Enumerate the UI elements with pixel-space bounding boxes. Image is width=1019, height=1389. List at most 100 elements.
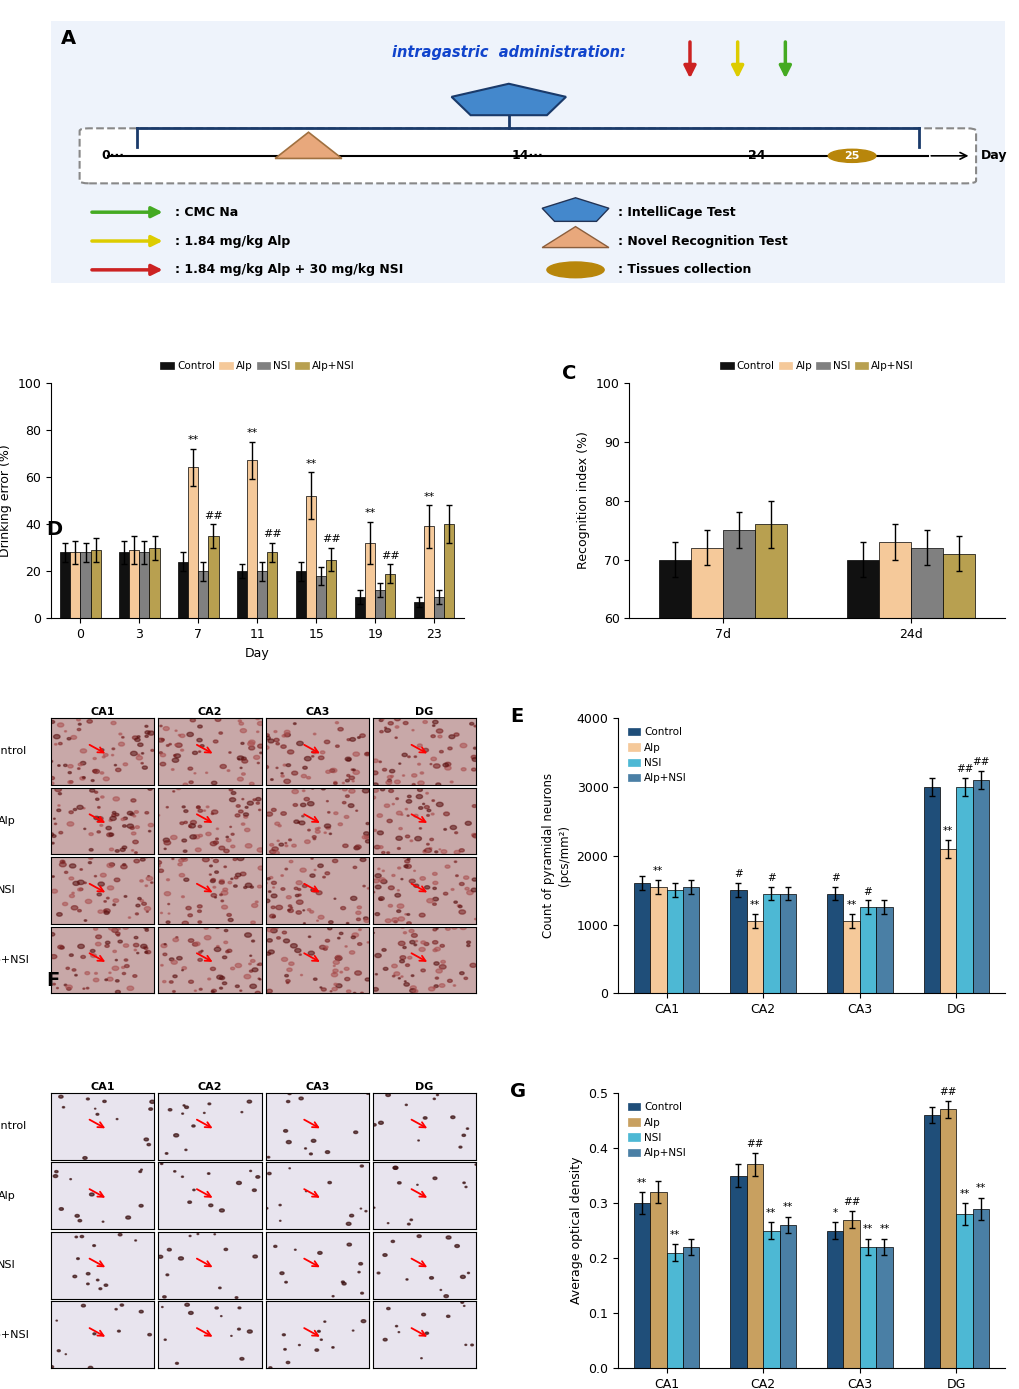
Circle shape	[115, 932, 120, 935]
Circle shape	[338, 786, 341, 789]
Text: : Tissues collection: : Tissues collection	[618, 264, 751, 276]
Circle shape	[69, 781, 72, 783]
Circle shape	[223, 942, 227, 943]
Circle shape	[182, 858, 187, 861]
Circle shape	[223, 849, 229, 853]
Bar	[762, 1231, 779, 1368]
Circle shape	[388, 789, 393, 793]
Circle shape	[345, 779, 348, 782]
Circle shape	[180, 749, 183, 751]
Circle shape	[400, 925, 405, 928]
Circle shape	[240, 872, 246, 876]
Circle shape	[150, 1100, 155, 1103]
Circle shape	[348, 789, 355, 793]
Circle shape	[98, 821, 100, 822]
Circle shape	[383, 967, 387, 971]
Bar	[683, 1247, 699, 1368]
Circle shape	[257, 731, 259, 732]
Circle shape	[236, 804, 240, 807]
Circle shape	[453, 861, 457, 863]
Circle shape	[149, 831, 151, 832]
Circle shape	[235, 985, 239, 988]
Circle shape	[457, 904, 461, 907]
Circle shape	[69, 954, 73, 957]
Circle shape	[163, 838, 169, 842]
Circle shape	[366, 1092, 370, 1095]
Circle shape	[216, 828, 218, 829]
Bar	[779, 1225, 795, 1368]
Circle shape	[418, 786, 422, 789]
Circle shape	[237, 778, 244, 781]
Circle shape	[382, 870, 384, 871]
Circle shape	[207, 1172, 210, 1174]
Circle shape	[417, 789, 422, 792]
Circle shape	[287, 1093, 291, 1095]
Circle shape	[397, 1182, 400, 1183]
Y-axis label: Recognition index (%): Recognition index (%)	[577, 432, 590, 569]
Circle shape	[173, 938, 178, 942]
Circle shape	[280, 745, 286, 749]
Circle shape	[60, 946, 64, 949]
Circle shape	[113, 904, 115, 906]
Circle shape	[396, 910, 400, 913]
Circle shape	[228, 918, 233, 921]
Circle shape	[313, 838, 315, 840]
Bar	[237, 571, 248, 618]
Circle shape	[467, 945, 470, 946]
Circle shape	[458, 906, 462, 908]
Circle shape	[444, 865, 449, 868]
Circle shape	[382, 1254, 386, 1257]
Circle shape	[107, 833, 112, 836]
Circle shape	[409, 879, 415, 883]
Circle shape	[96, 799, 99, 800]
Circle shape	[250, 970, 253, 972]
Circle shape	[209, 1204, 213, 1207]
Text: : 1.84 mg/kg Alp + 30 mg/kg NSI: : 1.84 mg/kg Alp + 30 mg/kg NSI	[175, 264, 403, 276]
Circle shape	[269, 843, 273, 846]
Circle shape	[82, 1304, 86, 1307]
Circle shape	[447, 747, 451, 750]
Bar	[208, 536, 218, 618]
Circle shape	[226, 914, 231, 917]
Circle shape	[121, 736, 124, 738]
Circle shape	[242, 772, 245, 775]
Circle shape	[99, 1288, 102, 1289]
Circle shape	[414, 945, 417, 946]
Circle shape	[225, 950, 229, 953]
Bar	[375, 590, 385, 618]
Circle shape	[435, 976, 438, 979]
Polygon shape	[542, 226, 608, 247]
Text: **: **	[878, 1224, 889, 1235]
Circle shape	[77, 888, 82, 890]
Circle shape	[197, 739, 202, 742]
Circle shape	[77, 728, 81, 731]
Circle shape	[346, 990, 351, 993]
Circle shape	[464, 976, 467, 979]
Text: **: **	[943, 826, 953, 836]
Y-axis label: Alp: Alp	[0, 815, 15, 826]
Circle shape	[417, 764, 420, 765]
Circle shape	[358, 943, 362, 946]
Circle shape	[85, 920, 87, 921]
Circle shape	[146, 876, 153, 881]
Y-axis label: Control: Control	[0, 1121, 26, 1131]
Circle shape	[414, 814, 418, 817]
Circle shape	[437, 735, 441, 738]
Circle shape	[432, 903, 436, 906]
Circle shape	[399, 960, 405, 963]
Circle shape	[395, 797, 398, 800]
Circle shape	[411, 975, 414, 976]
Circle shape	[300, 868, 306, 872]
Circle shape	[418, 781, 424, 785]
Circle shape	[351, 770, 354, 771]
Circle shape	[337, 938, 339, 939]
Circle shape	[55, 788, 61, 792]
Circle shape	[359, 929, 361, 931]
Circle shape	[96, 935, 102, 939]
Bar	[189, 468, 199, 618]
Circle shape	[274, 731, 277, 732]
Circle shape	[174, 754, 180, 758]
Circle shape	[403, 946, 406, 949]
Circle shape	[129, 826, 135, 829]
Circle shape	[57, 808, 61, 811]
